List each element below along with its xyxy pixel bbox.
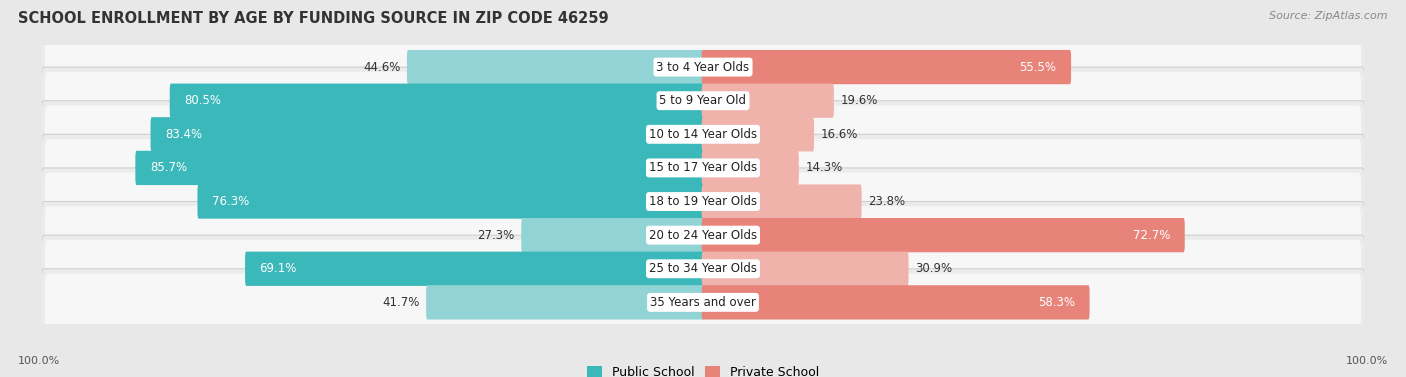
Text: 16.6%: 16.6%	[821, 128, 858, 141]
FancyBboxPatch shape	[41, 67, 1365, 134]
FancyBboxPatch shape	[702, 251, 908, 286]
Text: 100.0%: 100.0%	[18, 356, 60, 366]
Text: 15 to 17 Year Olds: 15 to 17 Year Olds	[650, 161, 756, 175]
FancyBboxPatch shape	[702, 285, 1090, 320]
FancyBboxPatch shape	[41, 101, 1365, 168]
FancyBboxPatch shape	[170, 84, 704, 118]
FancyBboxPatch shape	[702, 151, 799, 185]
Text: 72.7%: 72.7%	[1133, 228, 1170, 242]
Text: SCHOOL ENROLLMENT BY AGE BY FUNDING SOURCE IN ZIP CODE 46259: SCHOOL ENROLLMENT BY AGE BY FUNDING SOUR…	[18, 11, 609, 26]
Text: 19.6%: 19.6%	[841, 94, 877, 107]
Text: 44.6%: 44.6%	[363, 61, 401, 74]
Text: 80.5%: 80.5%	[184, 94, 221, 107]
Text: 58.3%: 58.3%	[1038, 296, 1076, 309]
FancyBboxPatch shape	[702, 50, 1071, 84]
Text: 5 to 9 Year Old: 5 to 9 Year Old	[659, 94, 747, 107]
Text: 83.4%: 83.4%	[165, 128, 202, 141]
Text: 55.5%: 55.5%	[1019, 61, 1056, 74]
Text: 100.0%: 100.0%	[1346, 356, 1388, 366]
Text: 20 to 24 Year Olds: 20 to 24 Year Olds	[650, 228, 756, 242]
FancyBboxPatch shape	[41, 134, 1365, 202]
Text: 35 Years and over: 35 Years and over	[650, 296, 756, 309]
FancyBboxPatch shape	[45, 106, 1361, 163]
FancyBboxPatch shape	[45, 139, 1361, 197]
Text: Source: ZipAtlas.com: Source: ZipAtlas.com	[1270, 11, 1388, 21]
FancyBboxPatch shape	[245, 251, 704, 286]
Text: 30.9%: 30.9%	[915, 262, 952, 275]
Text: 27.3%: 27.3%	[478, 228, 515, 242]
Text: 3 to 4 Year Olds: 3 to 4 Year Olds	[657, 61, 749, 74]
FancyBboxPatch shape	[702, 84, 834, 118]
Legend: Public School, Private School: Public School, Private School	[588, 366, 818, 377]
FancyBboxPatch shape	[45, 173, 1361, 230]
FancyBboxPatch shape	[702, 184, 862, 219]
FancyBboxPatch shape	[702, 117, 814, 152]
Text: 41.7%: 41.7%	[382, 296, 419, 309]
FancyBboxPatch shape	[45, 206, 1361, 264]
Text: 69.1%: 69.1%	[260, 262, 297, 275]
FancyBboxPatch shape	[522, 218, 704, 252]
FancyBboxPatch shape	[45, 72, 1361, 130]
Text: 25 to 34 Year Olds: 25 to 34 Year Olds	[650, 262, 756, 275]
Text: 14.3%: 14.3%	[806, 161, 842, 175]
FancyBboxPatch shape	[135, 151, 704, 185]
FancyBboxPatch shape	[197, 184, 704, 219]
Text: 10 to 14 Year Olds: 10 to 14 Year Olds	[650, 128, 756, 141]
FancyBboxPatch shape	[426, 285, 704, 320]
FancyBboxPatch shape	[41, 202, 1365, 269]
FancyBboxPatch shape	[45, 273, 1361, 331]
FancyBboxPatch shape	[41, 34, 1365, 101]
FancyBboxPatch shape	[702, 218, 1185, 252]
Text: 76.3%: 76.3%	[212, 195, 249, 208]
Text: 85.7%: 85.7%	[150, 161, 187, 175]
FancyBboxPatch shape	[41, 235, 1365, 302]
Text: 18 to 19 Year Olds: 18 to 19 Year Olds	[650, 195, 756, 208]
Text: 23.8%: 23.8%	[868, 195, 905, 208]
FancyBboxPatch shape	[150, 117, 704, 152]
FancyBboxPatch shape	[41, 168, 1365, 235]
FancyBboxPatch shape	[406, 50, 704, 84]
FancyBboxPatch shape	[45, 240, 1361, 298]
FancyBboxPatch shape	[41, 269, 1365, 336]
FancyBboxPatch shape	[45, 38, 1361, 96]
